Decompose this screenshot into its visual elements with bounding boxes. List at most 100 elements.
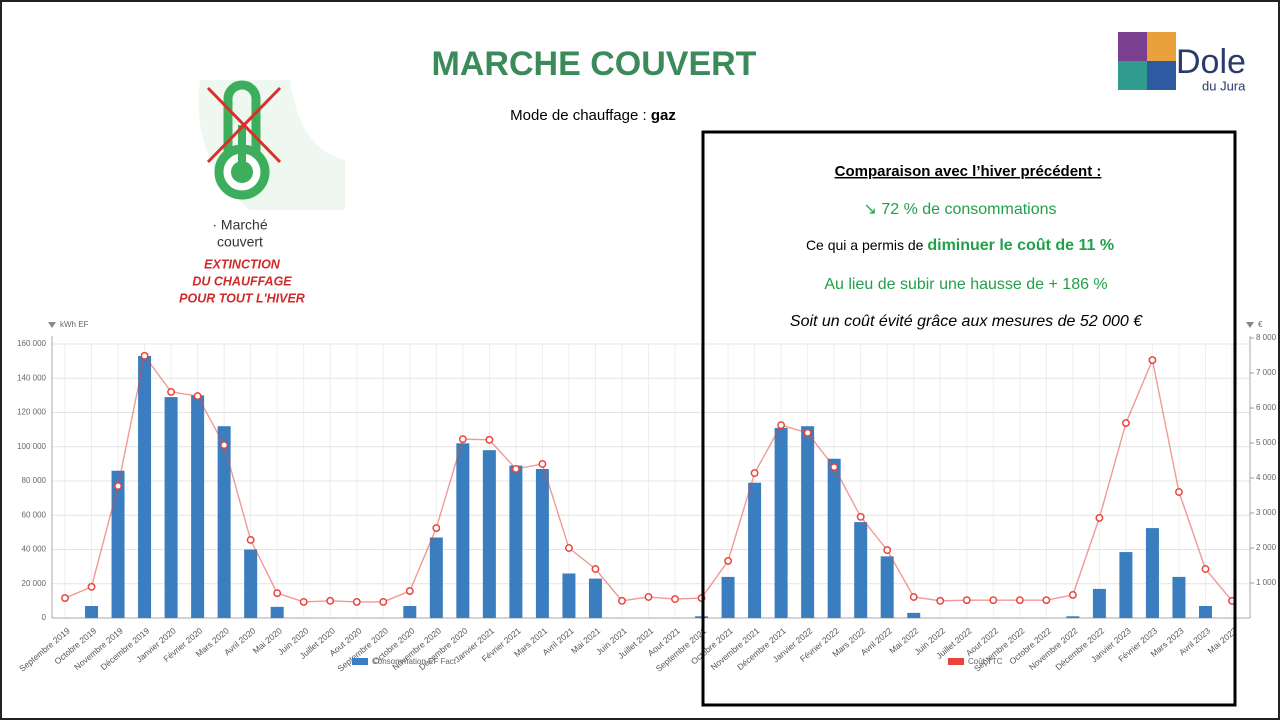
bar (244, 549, 258, 618)
logo-name: Dole (1176, 43, 1246, 81)
line-point (405, 587, 414, 595)
icon-caption: couvert (217, 234, 263, 250)
legend-swatch (352, 658, 368, 665)
bar (907, 612, 921, 618)
line-point (962, 596, 971, 605)
bar (1066, 616, 1080, 618)
line-point (1121, 419, 1130, 427)
y2-tick-label: 5 000 (1256, 438, 1277, 447)
bar (774, 427, 788, 618)
line-point (140, 351, 149, 360)
line-point (273, 589, 282, 598)
line-point (936, 596, 945, 605)
bar (429, 537, 443, 618)
y-tick-label: 100 000 (17, 442, 46, 451)
line-point (777, 421, 786, 430)
line-point (671, 595, 679, 604)
line-point (1068, 590, 1077, 599)
line-point (830, 463, 839, 472)
y2-tick-label: 1 000 (1256, 578, 1277, 587)
summary-line: ↘ 72 % de consommations (863, 201, 1056, 218)
y-tick-label: 40 000 (22, 545, 47, 554)
bar (562, 573, 576, 618)
line-point (803, 428, 812, 437)
line-point (87, 582, 96, 591)
summary-line: Ce qui a permis de diminuer le coût de 1… (806, 237, 1114, 255)
logo-sub: du Jura (1202, 78, 1246, 93)
bar (270, 606, 284, 618)
thermometer-icon (206, 80, 282, 200)
line-point (379, 597, 388, 606)
line-point (538, 460, 547, 468)
line-point (1175, 488, 1183, 496)
y2-tick-label: 2 000 (1256, 543, 1277, 552)
line-point (61, 594, 69, 602)
legend-label: Consommation EF Fact (372, 657, 457, 666)
line-point (246, 536, 255, 544)
line-point (1095, 513, 1104, 522)
y-tick-label: 160 000 (17, 339, 46, 348)
y-tick-label: 80 000 (22, 476, 47, 485)
line-point (564, 544, 573, 552)
bar (1119, 552, 1133, 618)
line-point (326, 596, 335, 605)
icon-caption: · Marché (212, 217, 267, 233)
line-point (511, 464, 520, 473)
y-tick-label: 0 (42, 613, 47, 622)
y-tick-label: 20 000 (22, 579, 47, 588)
line-point (644, 593, 653, 601)
line-point (1015, 596, 1024, 605)
line-point (114, 482, 122, 490)
bar (111, 470, 125, 618)
summary-text: Ce qui a permis de (806, 237, 927, 253)
summary-box (701, 130, 1237, 707)
line-point (458, 435, 467, 444)
title: MARCHE COUVERT (432, 45, 757, 83)
y-tick-label: 120 000 (17, 408, 46, 417)
bar (509, 465, 523, 618)
bar (1198, 606, 1212, 618)
y2-axis-title: € (1258, 320, 1263, 329)
bar (748, 482, 762, 618)
bar (1092, 588, 1106, 618)
line-point (883, 546, 892, 555)
y-tick-label: 60 000 (22, 510, 47, 519)
line-point (167, 387, 176, 396)
bar (138, 355, 152, 618)
y2-tick-label: 3 000 (1256, 508, 1277, 517)
summary-line: Soit un coût évité grâce aux mesures de … (790, 313, 1143, 330)
line-point (989, 596, 998, 605)
bar (801, 426, 815, 618)
y2-tick-label: 8 000 (1256, 333, 1277, 342)
mode-value: gaz (651, 107, 676, 124)
axis-marker (1246, 322, 1254, 328)
bar (535, 469, 549, 618)
axis-marker (48, 322, 56, 328)
bar (588, 578, 602, 618)
y-tick-label: 140 000 (17, 373, 46, 382)
y2-tick-label: 7 000 (1256, 368, 1277, 377)
y2-tick-label: 6 000 (1256, 403, 1277, 412)
line-point (432, 524, 441, 532)
line-point (299, 597, 308, 606)
summary-highlight: diminuer le coût de 11 % (927, 237, 1114, 254)
line-point (352, 597, 361, 606)
legend-label: Coût TTC (968, 657, 1003, 666)
line-point (856, 512, 865, 521)
mode: Mode de chauffage : gaz (510, 107, 676, 124)
mode-label: Mode de chauffage : (510, 107, 651, 124)
bar (456, 443, 470, 618)
bar (403, 606, 417, 618)
bar (482, 450, 496, 618)
y2-tick-label: 4 000 (1256, 473, 1277, 482)
line-point (1042, 596, 1051, 605)
line-point (750, 469, 759, 478)
icon-warning: EXTINCTION (204, 257, 281, 271)
bar (85, 606, 99, 618)
icon-warning: DU CHAUFFAGE (192, 274, 292, 288)
line-point (618, 596, 626, 605)
line-point (193, 392, 202, 401)
bar (191, 395, 205, 618)
line-point (591, 565, 600, 573)
bar (880, 556, 894, 618)
